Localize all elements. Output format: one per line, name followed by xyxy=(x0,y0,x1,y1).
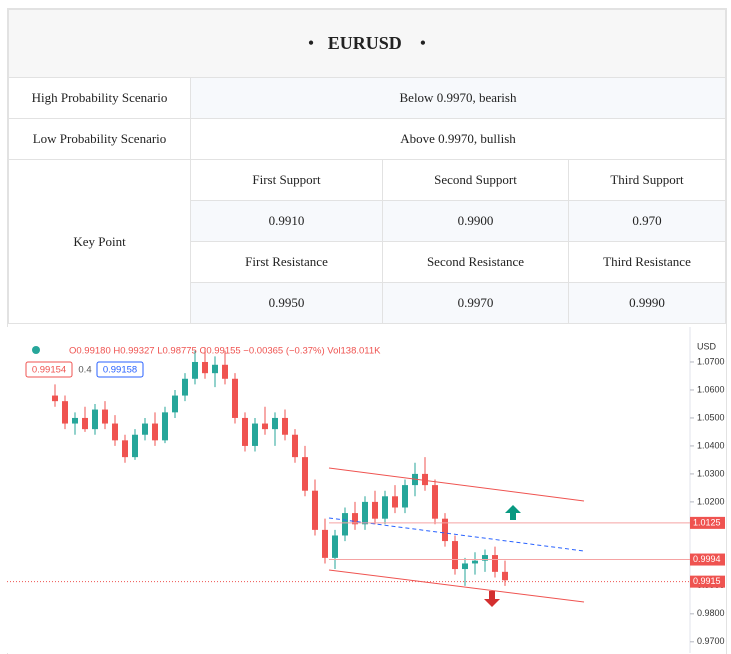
candle-body xyxy=(212,364,218,374)
price-tag: 1.0125 xyxy=(693,517,721,527)
cell: Second Resistance xyxy=(382,241,569,283)
candle-body xyxy=(82,417,88,430)
candle-body xyxy=(152,423,158,441)
currency: USD xyxy=(697,341,717,351)
candle-body xyxy=(62,401,68,424)
candle-body xyxy=(482,555,488,561)
price-tag: 0.9994 xyxy=(693,554,721,564)
candle-body xyxy=(372,501,378,519)
candle-body xyxy=(272,417,278,430)
cell: Second Support xyxy=(382,159,569,201)
candle-body xyxy=(52,395,58,402)
candle-body xyxy=(492,555,498,572)
candle-body xyxy=(432,485,438,519)
cell: 0.970 xyxy=(568,200,726,242)
candle-body xyxy=(342,513,348,536)
candle-body xyxy=(292,434,298,458)
candle-body xyxy=(222,364,228,379)
candle-body xyxy=(442,518,448,542)
candle-body xyxy=(172,395,178,413)
y-tick-label: 1.0500 xyxy=(697,412,725,422)
label-cell: High Probability Scenario xyxy=(8,77,191,119)
channel-bottom xyxy=(328,569,585,603)
cell: 0.9910 xyxy=(190,200,383,242)
price-tag-bg xyxy=(690,516,725,529)
analysis-table: • EURUSD • High Probability Scenario Belo… xyxy=(8,9,726,324)
candle-body xyxy=(132,434,138,458)
y-tick-label: 1.0200 xyxy=(697,496,725,506)
candle-body xyxy=(262,423,268,430)
cell: 0.9970 xyxy=(382,282,569,324)
down-arrow xyxy=(484,591,500,607)
document: • EURUSD • High Probability Scenario Belo… xyxy=(7,8,727,654)
cell: 0.9900 xyxy=(382,200,569,242)
ask-box xyxy=(96,361,144,378)
candle-body xyxy=(462,563,468,570)
value-cell: Below 0.9970, bearish xyxy=(190,77,726,119)
candle-body xyxy=(162,412,168,441)
value-cell: Above 0.9970, bullish xyxy=(190,118,726,160)
candle-body xyxy=(392,496,398,508)
candle-body xyxy=(112,423,118,441)
candle-body xyxy=(192,361,198,379)
candle-body xyxy=(422,473,428,486)
candle-body xyxy=(102,409,108,424)
price-tag: 0.9915 xyxy=(693,576,721,586)
channel-top xyxy=(328,467,585,502)
candle-body xyxy=(312,490,318,530)
candle-body xyxy=(232,378,238,418)
y-tick-label: 1.0600 xyxy=(697,384,725,394)
candle-body xyxy=(142,423,148,435)
candle-body xyxy=(122,440,128,458)
bid-box xyxy=(25,361,73,378)
cell: 0.9950 xyxy=(190,282,383,324)
cell: Third Resistance xyxy=(568,241,726,283)
y-tick-label: 1.0400 xyxy=(697,440,725,450)
candle-body xyxy=(282,417,288,435)
candle-body xyxy=(242,417,248,446)
cell: Third Support xyxy=(568,159,726,201)
candle-body xyxy=(302,457,308,491)
cell: First Support xyxy=(190,159,383,201)
cell: 0.9990 xyxy=(568,282,726,324)
status-dot xyxy=(32,346,40,354)
price-tag-bg xyxy=(690,575,725,588)
candle-body xyxy=(382,496,388,519)
up-arrow xyxy=(505,505,521,520)
candle-body xyxy=(402,485,408,508)
title-cell: • EURUSD • xyxy=(8,9,726,78)
y-tick-label: 0.9700 xyxy=(697,636,725,646)
chart-bg xyxy=(7,327,725,653)
candle-body xyxy=(472,560,478,564)
candle-body xyxy=(182,378,188,396)
y-tick-label: 1.0300 xyxy=(697,468,725,478)
candle-body xyxy=(452,541,458,570)
candle-body xyxy=(502,571,508,581)
key-point-label: Key Point xyxy=(8,159,191,324)
candle-body xyxy=(332,535,338,558)
candle-body xyxy=(72,417,78,424)
candle-body xyxy=(362,501,368,525)
candle-body xyxy=(252,423,258,446)
trend-dash xyxy=(328,517,585,552)
y-tick-label: 1.0700 xyxy=(697,356,725,366)
candle-body xyxy=(92,409,98,430)
spread: 0.4 xyxy=(78,365,91,376)
cell: First Resistance xyxy=(190,241,383,283)
ask: 0.99158 xyxy=(103,365,137,376)
price-tag-bg xyxy=(690,553,725,566)
candle-body xyxy=(322,529,328,558)
bid: 0.99154 xyxy=(32,365,66,376)
title: EURUSD xyxy=(327,33,402,53)
chart: O0.99180 H0.99327 L0.98775 C0.99155 −0.0… xyxy=(7,327,725,653)
candle-body xyxy=(352,513,358,525)
y-tick-label: 0.9800 xyxy=(697,608,725,618)
candle-body xyxy=(202,361,208,374)
label-cell: Low Probability Scenario xyxy=(8,118,191,160)
